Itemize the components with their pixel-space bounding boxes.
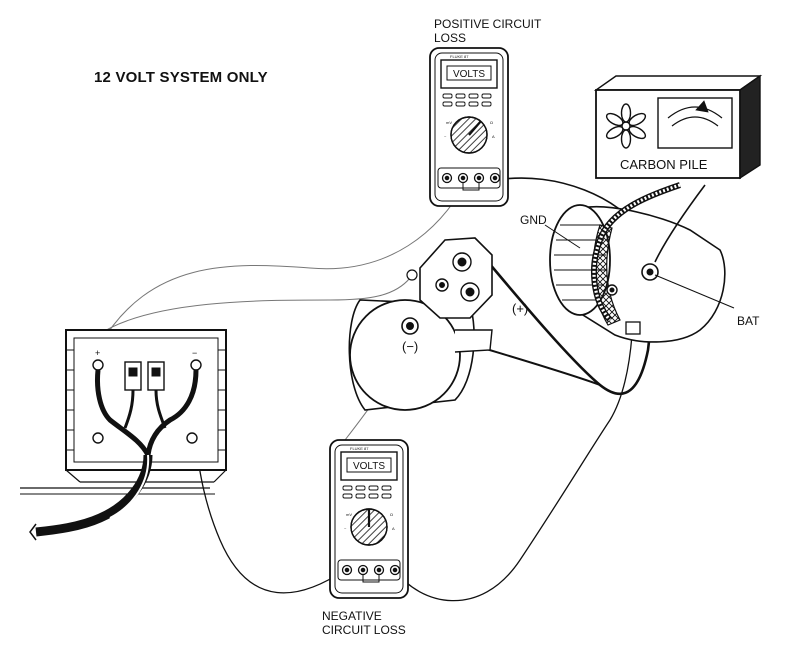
multimeter-negative: FLUKE 87 VOLTS mV ~ Ω A [329, 439, 409, 599]
battery-positive-post-upper [92, 359, 104, 371]
bat-label: BAT [737, 314, 760, 328]
svg-text:+: + [95, 348, 100, 358]
negative-meter-common-lead [194, 439, 346, 594]
svg-text:~: ~ [444, 134, 447, 139]
carbon-pile-label: CARBON PILE [620, 157, 708, 172]
svg-text:mV: mV [346, 512, 352, 517]
bottom-meter-brand: FLUKE 87 [350, 446, 369, 451]
negative-circuit-loss-label-line2: CIRCUIT LOSS [322, 623, 406, 637]
multimeter-positive: FLUKE 87 VOLTS mV ~ Ω A [429, 47, 509, 207]
carbon-pile [593, 74, 763, 180]
negative-circuit-loss-label-line1: NEGATIVE [322, 609, 382, 623]
positive-circuit-loss-label-line2: LOSS [434, 31, 467, 45]
battery-box: + − [20, 329, 227, 541]
svg-text:~: ~ [344, 526, 347, 531]
fan-icon [605, 103, 647, 149]
svg-text:mV: mV [446, 120, 452, 125]
top-meter-brand: FLUKE 87 [450, 54, 469, 59]
svg-text:Ω: Ω [390, 512, 393, 517]
battery-negative-post-upper [190, 359, 202, 371]
bottom-meter-display: VOLTS [353, 461, 385, 472]
svg-text:A: A [392, 526, 395, 531]
positive-sign-label: (+) [512, 301, 529, 316]
alternator [549, 182, 726, 343]
gauge-icon [657, 97, 733, 149]
gnd-label: GND [520, 213, 547, 227]
negative-sign-label: (−) [402, 339, 419, 354]
negative-meter-volt-lead [394, 334, 633, 602]
battery-positive-cable [97, 277, 411, 336]
top-meter-display: VOLTS [453, 69, 485, 80]
starter-motor [348, 237, 493, 411]
svg-text:−: − [192, 348, 197, 358]
svg-text:A: A [492, 134, 495, 139]
svg-text:Ω: Ω [490, 120, 493, 125]
battery-negative-post-lower [186, 432, 198, 444]
diagram-title: 12 VOLT SYSTEM ONLY [94, 69, 268, 86]
battery-positive-post-lower [92, 432, 104, 444]
leader-lines [544, 224, 735, 309]
starter-end-cap [349, 299, 461, 411]
positive-circuit-loss-label-line1: POSITIVE CIRCUIT [434, 17, 542, 31]
positive-meter-common-lead [99, 181, 467, 346]
